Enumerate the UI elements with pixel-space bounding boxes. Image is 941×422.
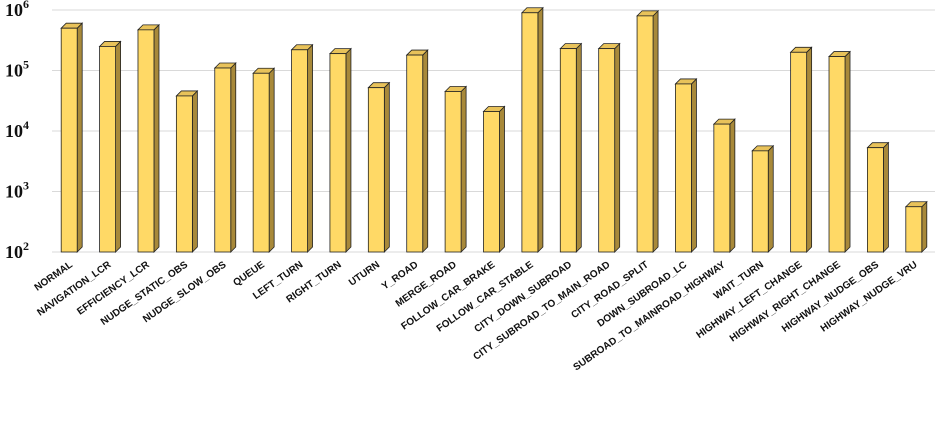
bar-front [483,111,500,253]
bar-front [636,15,654,253]
bar [597,42,621,253]
y-axis-ticks: 102 103 104 105 106 [5,0,29,262]
bar-front [867,147,884,253]
bar [712,118,736,253]
bar-front [406,54,424,253]
bar [904,200,928,253]
x-tick-label: UTURN [347,259,382,288]
bar-side [767,144,774,253]
bar [252,67,276,253]
bar [789,46,813,253]
bar [137,23,160,253]
bar [367,81,391,253]
bar-side [729,118,736,253]
x-axis-ticks: NORMALNAVIGATION_LCREFFICIENCY_LCRNUDGE_… [33,259,920,373]
bar-side [76,22,83,253]
y-tick-label: 102 [5,239,29,262]
y-tick-label: 104 [5,118,29,141]
bar-side [153,23,160,253]
bar-side [115,40,121,253]
bar-front [137,29,155,253]
bar [636,9,660,253]
bar [444,85,468,253]
bar-side [345,47,352,253]
bar-front [367,87,385,253]
y-tick-label: 103 [5,179,29,202]
bar [559,42,583,253]
bar-side [844,50,851,253]
bar-front [175,95,193,253]
bar-front [444,91,462,253]
y-tick-label: 106 [5,0,29,20]
bar-front [60,27,78,253]
bar-front [214,67,232,253]
bar [828,50,851,253]
bar-side [383,81,390,253]
bar-side [614,42,621,253]
bar-front [252,72,270,253]
bar-side [883,141,889,253]
bar [60,22,84,253]
bar-front [291,49,308,253]
bar-front [559,48,577,253]
bar-side [921,200,928,253]
bar-front [329,53,347,253]
bar-front [713,123,731,253]
bar [866,141,890,253]
bar-side [499,105,505,253]
bar-side [230,62,237,253]
bar-side [191,89,198,253]
bar [328,47,352,253]
bar [98,40,122,253]
bar [482,105,506,253]
bar-front [828,56,846,253]
bar [213,62,237,253]
bars [60,6,928,253]
bar [751,144,775,253]
bar-side [537,6,544,253]
bar-side [460,85,467,253]
bar-front [99,46,116,253]
bar-front [521,12,539,253]
bar-side [422,49,429,253]
bar [175,89,199,253]
bar [405,49,429,253]
bar-front [905,206,923,253]
bar-front [751,150,769,253]
bar-side [652,9,659,253]
bar-side [307,43,313,253]
bar [520,6,544,253]
bar [674,77,698,253]
bar [290,43,314,253]
bar-side [691,77,697,253]
bar-front [675,83,692,253]
bar-side [575,42,582,253]
bar-side [806,46,813,253]
bar-side [268,67,275,253]
bar-front [790,51,808,253]
y-tick-label: 105 [5,58,29,81]
bar-front [598,48,616,253]
